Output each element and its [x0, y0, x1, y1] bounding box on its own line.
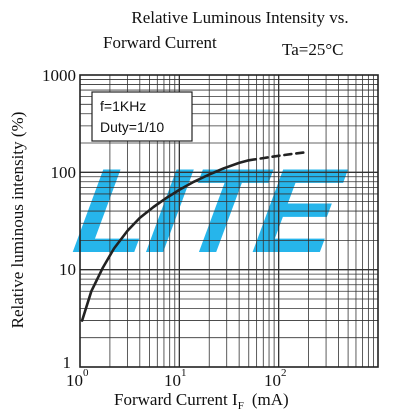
x-axis-label: Forward Current IF (mA) [114, 390, 289, 412]
series-line-solid [80, 159, 251, 322]
annotation-box [91, 91, 193, 142]
chart-title-line2: Forward Current [103, 33, 217, 52]
x-tick-label-1-base: 10 [66, 371, 83, 390]
plot-frame [79, 74, 379, 368]
series-group [80, 151, 306, 322]
svg-text:Forward Current IF(mA): Forward Current IF (mA) [114, 390, 289, 412]
x-axis-label-sub: F [238, 400, 244, 412]
y-axis-label: Relative luminous intensity (%) [8, 112, 27, 329]
condition-label: Ta=25°C [282, 40, 343, 59]
x-tick-label-1-exp: 0 [83, 367, 89, 379]
x-tick-label-100-exp: 2 [281, 367, 287, 379]
series-line-dashed [247, 151, 306, 162]
y-tick-label-10: 10 [59, 260, 76, 279]
x-axis-label-unit: (mA) [252, 390, 289, 409]
x-tick-label-10: 10 1 [164, 367, 187, 390]
x-tick-label-100: 10 2 [264, 367, 287, 390]
y-tick-label-1000: 1000 [42, 66, 76, 85]
x-tick-label-10-exp: 1 [181, 367, 187, 379]
y-tick-label-100: 100 [51, 163, 77, 182]
x-tick-label-10-base: 10 [164, 371, 181, 390]
x-axis-label-main: Forward Current I [114, 390, 238, 409]
x-tick-label-1: 10 0 [66, 367, 89, 390]
chart-title-line1: Relative Luminous Intensity vs. [131, 8, 348, 27]
annotation-duty: Duty=1/10 [100, 119, 164, 135]
y-tick-label-1: 1 [63, 353, 72, 372]
annotation-frequency: f=1KHz [100, 98, 146, 114]
x-tick-label-100-base: 10 [264, 371, 281, 390]
